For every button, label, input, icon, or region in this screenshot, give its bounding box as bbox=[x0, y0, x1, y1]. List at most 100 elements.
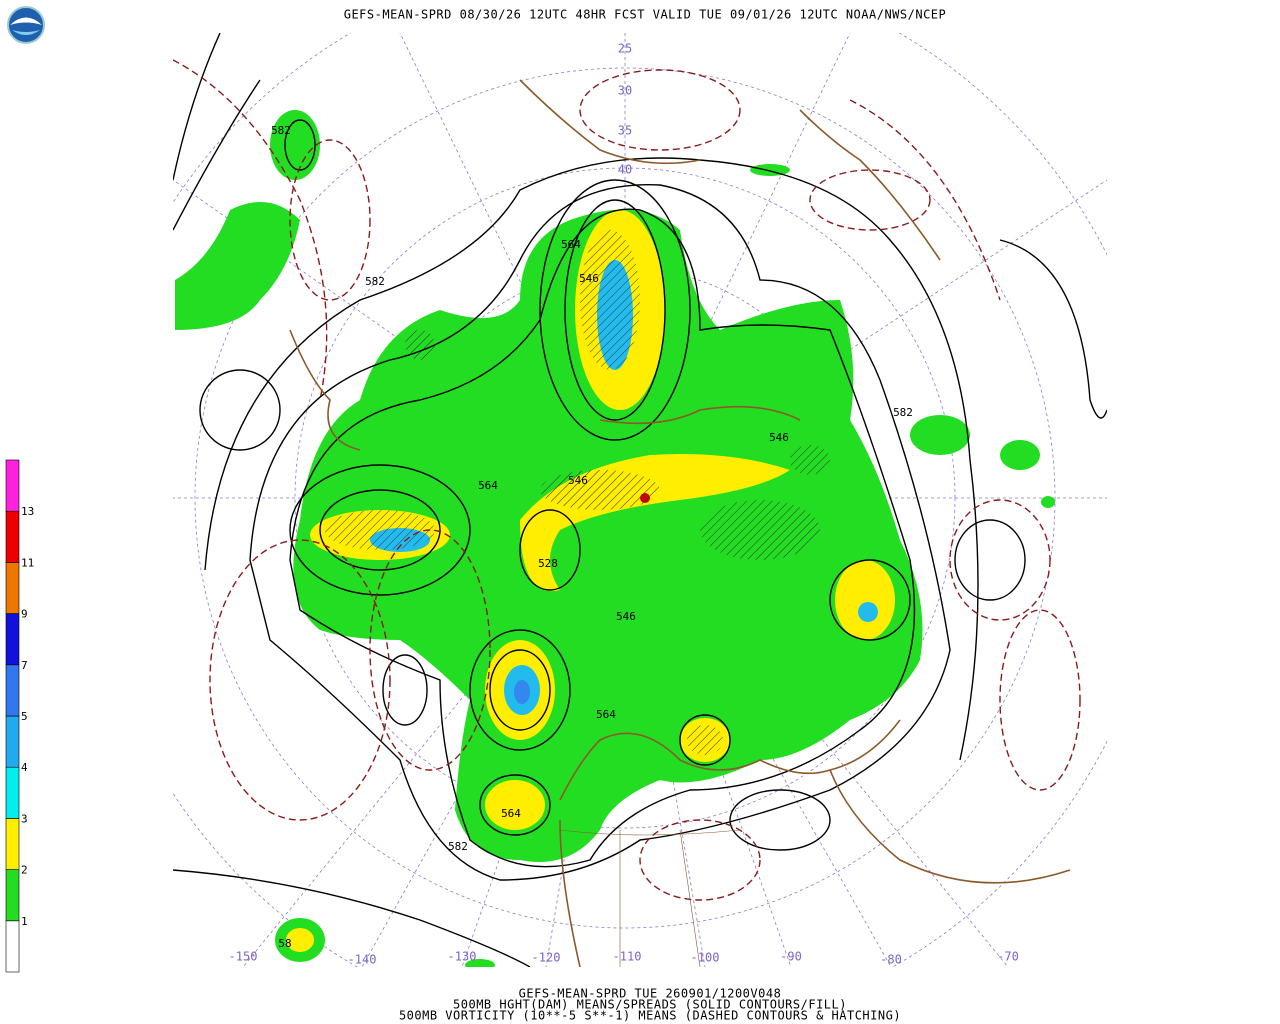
vorticity-hatching-shape bbox=[687, 725, 723, 755]
contour-label: 546 bbox=[568, 474, 588, 487]
longitude-label: -140 bbox=[348, 953, 377, 967]
coastlines bbox=[289, 79, 1071, 967]
longitude-label: -130 bbox=[448, 950, 477, 964]
height-contours-shape bbox=[564, 199, 666, 421]
latitude-label: 25 bbox=[618, 42, 632, 56]
borders-shape bbox=[559, 829, 741, 967]
height-contours-shape bbox=[173, 33, 261, 231]
borders bbox=[559, 829, 741, 967]
height-contours-shape bbox=[954, 519, 1026, 601]
title: GEFS-MEAN-SPRD 08/30/26 12UTC 48HR FCST … bbox=[344, 8, 947, 22]
height-contours-shape bbox=[469, 629, 571, 751]
colorbar-swatch bbox=[5, 664, 20, 717]
vorticity-hatching-shape bbox=[700, 500, 820, 560]
spread-fill-green-shape bbox=[175, 202, 300, 330]
vorticity-contours bbox=[173, 59, 1081, 901]
coastlines-shape bbox=[519, 79, 701, 165]
colorbar-swatch bbox=[5, 613, 20, 666]
longitude-label: -120 bbox=[532, 951, 561, 965]
vorticity-contours-shape bbox=[849, 99, 1001, 301]
colorbar-swatch bbox=[5, 920, 20, 973]
coastlines-shape bbox=[599, 405, 801, 425]
colorbar-swatch bbox=[5, 766, 20, 819]
latitude-label: 40 bbox=[618, 163, 632, 177]
coastlines-shape bbox=[799, 109, 941, 261]
colorbar: 1 2 3 4 5 7 9 11 13 bbox=[5, 459, 34, 973]
height-contours-shape bbox=[679, 714, 731, 766]
colorbar-label: 9 bbox=[21, 608, 28, 621]
vorticity-hatching-shape bbox=[580, 230, 640, 370]
contour-label: 546 bbox=[769, 431, 789, 444]
colorbar-label: 11 bbox=[21, 556, 34, 569]
colorbar-label: 7 bbox=[21, 659, 28, 672]
colorbar-label: 3 bbox=[21, 812, 28, 825]
colorbar-swatch bbox=[5, 459, 20, 512]
spread-fill-yellow-shape bbox=[286, 928, 314, 952]
contour-label: 564 bbox=[501, 807, 521, 820]
longitude-label: -100 bbox=[691, 951, 720, 965]
colorbar-swatch bbox=[5, 869, 20, 922]
height-contours-shape bbox=[173, 869, 531, 967]
height-contours-shape bbox=[382, 654, 428, 726]
longitude-label: -70 bbox=[997, 950, 1019, 964]
colorbar-swatch bbox=[5, 818, 20, 870]
height-contours-shape bbox=[319, 489, 441, 571]
vorticity-hatching-shape bbox=[540, 470, 660, 510]
longitude-label: -150 bbox=[229, 950, 258, 964]
vorticity-contours-shape bbox=[809, 169, 931, 231]
vorticity-contours-shape bbox=[999, 609, 1081, 791]
contour-label: 582 bbox=[365, 275, 385, 288]
contour-label: 582 bbox=[893, 406, 913, 419]
longitude-label: -110 bbox=[613, 950, 642, 964]
colorbar-swatch bbox=[5, 510, 20, 563]
vorticity-contours-shape bbox=[639, 819, 761, 901]
height-contours-shape bbox=[199, 369, 281, 451]
spread-fill-yellow-shape bbox=[835, 560, 895, 640]
height-contours-shape bbox=[289, 208, 916, 868]
height-contours bbox=[173, 33, 1107, 967]
labels: GEFS-MEAN-SPRD 08/30/26 12UTC 48HR FCST … bbox=[229, 8, 1019, 1023]
height-contours-shape bbox=[489, 649, 551, 731]
height-contours-shape bbox=[204, 157, 979, 761]
vorticity-contours-shape bbox=[949, 499, 1051, 621]
spread-fill-blue-shape bbox=[514, 680, 530, 704]
spread-fill-yellow-shape bbox=[485, 780, 545, 830]
colorbar-swatch bbox=[5, 715, 20, 768]
vorticity-hatching-shape bbox=[405, 330, 435, 360]
graticule-shape bbox=[194, 67, 1056, 929]
vorticity-contours-shape bbox=[209, 539, 391, 821]
contour-label: 546 bbox=[616, 610, 636, 623]
contour-label: 564 bbox=[478, 479, 498, 492]
colorbar-label: 13 bbox=[21, 505, 34, 518]
colorbar-swatch bbox=[5, 562, 20, 614]
vorticity-contours-shape bbox=[173, 59, 328, 401]
height-contours-shape bbox=[729, 789, 831, 851]
noaa-logo-shape bbox=[12, 30, 40, 35]
coastlines-shape bbox=[559, 719, 901, 801]
colorbar-label: 4 bbox=[21, 761, 28, 774]
height-contours-shape bbox=[284, 119, 316, 171]
spread-fill-green-shape bbox=[1041, 496, 1055, 508]
contour-label: 546 bbox=[579, 272, 599, 285]
contour-label: 58 bbox=[278, 937, 291, 950]
spread-fill-green-shape bbox=[270, 110, 320, 180]
spread-fill-green-shape bbox=[293, 209, 923, 863]
contour-label: 528 bbox=[538, 557, 558, 570]
vorticity-contours-shape bbox=[289, 139, 371, 301]
spread-fill-green bbox=[175, 110, 1055, 967]
map-area bbox=[173, 33, 1107, 967]
height-contours-shape bbox=[479, 774, 551, 836]
colorbar-label: 5 bbox=[21, 710, 28, 723]
vorticity-contours-shape bbox=[369, 529, 491, 771]
vorticity-hatching-shape bbox=[790, 445, 830, 475]
noaa-logo bbox=[7, 6, 45, 44]
height-contours-shape bbox=[289, 464, 471, 596]
noaa-logo-shape bbox=[10, 17, 42, 25]
coastlines-shape bbox=[559, 819, 581, 967]
spread-fill-blue-shape bbox=[858, 602, 878, 622]
height-contours-shape bbox=[249, 184, 951, 881]
vorticity-contours-shape bbox=[579, 69, 741, 151]
spread-fill-green-shape bbox=[465, 959, 495, 967]
